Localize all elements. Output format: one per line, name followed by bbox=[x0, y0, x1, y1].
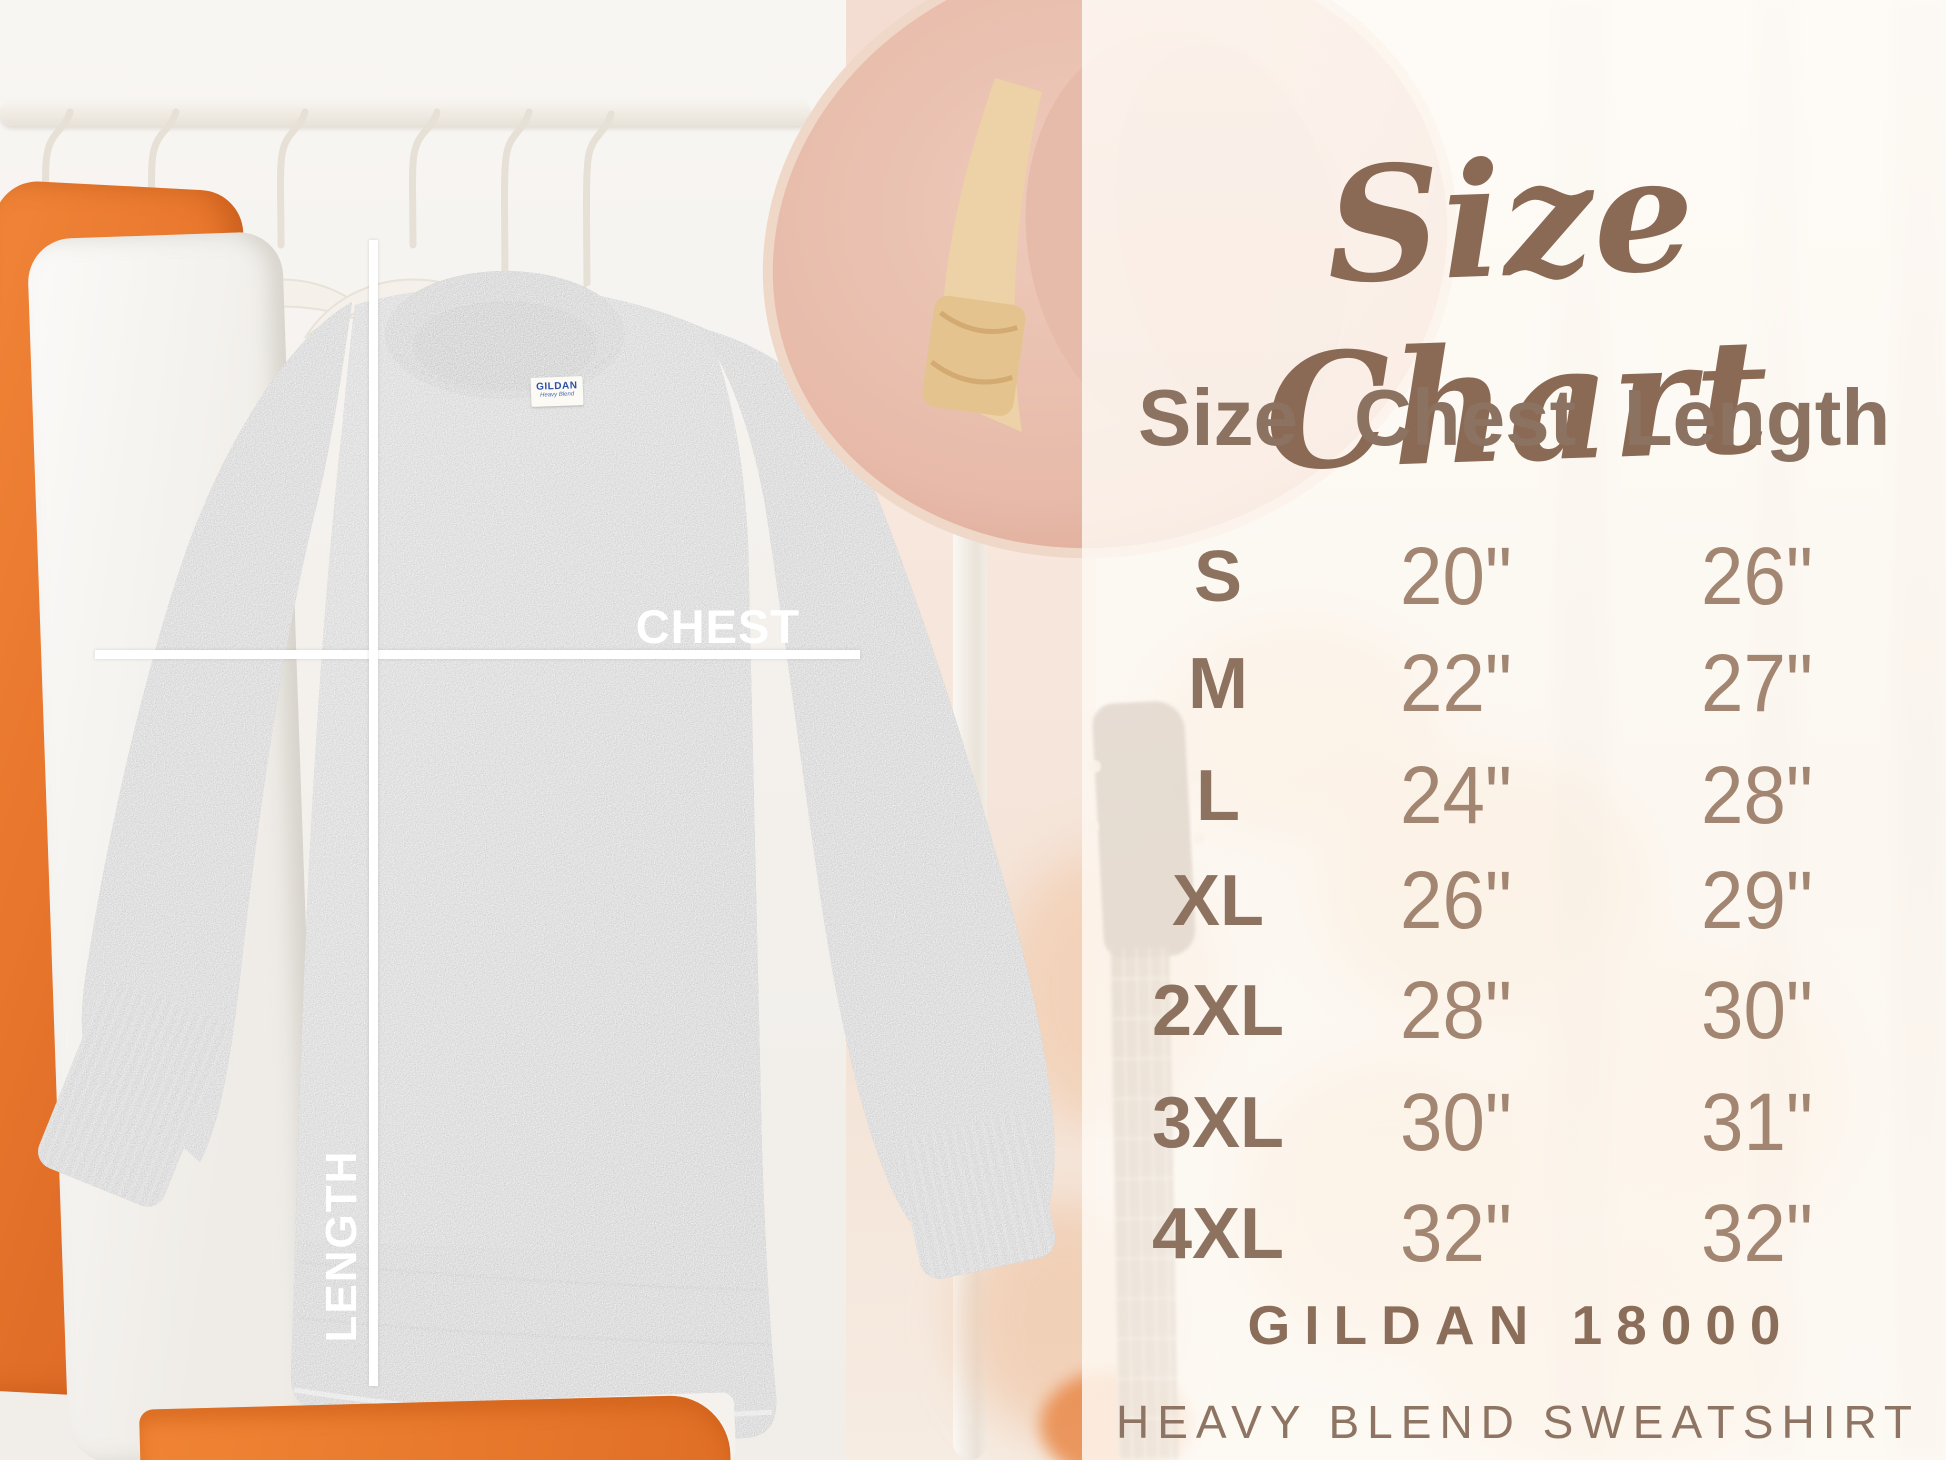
chest-label: CHEST bbox=[635, 600, 800, 653]
length-value: 32" bbox=[1701, 1188, 1813, 1279]
length-value: 29" bbox=[1701, 855, 1813, 946]
table-row: 3XL 30" 31" bbox=[1082, 1077, 1946, 1168]
size-value: M bbox=[1188, 644, 1248, 724]
translucent-panel bbox=[1082, 0, 1946, 1460]
size-value: 2XL bbox=[1151, 971, 1285, 1051]
chest-value: 20" bbox=[1400, 531, 1512, 622]
table-header-row: Size Chest Length bbox=[1082, 373, 1946, 463]
chest-measure-line bbox=[95, 650, 860, 659]
size-chart-panel: Size Chart Size Chest Length S 20" 26" M… bbox=[1082, 0, 1946, 1460]
table-row: 4XL 32" 32" bbox=[1082, 1188, 1946, 1279]
size-value: S bbox=[1193, 537, 1243, 617]
length-value: 30" bbox=[1701, 965, 1813, 1056]
table-row: L 24" 28" bbox=[1082, 750, 1946, 841]
table-row: 2XL 28" 30" bbox=[1082, 965, 1946, 1056]
length-label: LENGTH bbox=[317, 1149, 366, 1343]
chest-value: 26" bbox=[1400, 855, 1512, 946]
table-row: XL 26" 29" bbox=[1082, 855, 1946, 946]
chest-value: 24" bbox=[1400, 750, 1512, 841]
product-name: HEAVY BLEND SWEATSHIRT bbox=[1116, 1396, 1920, 1448]
chest-value: 28" bbox=[1400, 965, 1512, 1056]
size-value: XL bbox=[1171, 861, 1264, 941]
length-value: 31" bbox=[1701, 1077, 1813, 1168]
length-value: 26" bbox=[1701, 531, 1813, 622]
size-value: 4XL bbox=[1151, 1194, 1285, 1274]
length-measure-line bbox=[369, 240, 378, 1386]
length-value: 28" bbox=[1701, 750, 1813, 841]
table-row: S 20" 26" bbox=[1082, 531, 1946, 622]
chest-value: 32" bbox=[1400, 1188, 1512, 1279]
size-value: 3XL bbox=[1151, 1083, 1285, 1163]
size-value: L bbox=[1196, 756, 1240, 836]
header-length: Length bbox=[1623, 373, 1891, 462]
chest-value: 30" bbox=[1400, 1077, 1512, 1168]
header-size: Size bbox=[1137, 373, 1299, 462]
product-code: GILDAN 18000 bbox=[1247, 1294, 1795, 1356]
chest-value: 22" bbox=[1400, 638, 1512, 729]
table-row: M 22" 27" bbox=[1082, 638, 1946, 729]
header-chest: Chest bbox=[1354, 373, 1577, 462]
length-value: 27" bbox=[1701, 638, 1813, 729]
clothing-rail bbox=[0, 100, 810, 126]
